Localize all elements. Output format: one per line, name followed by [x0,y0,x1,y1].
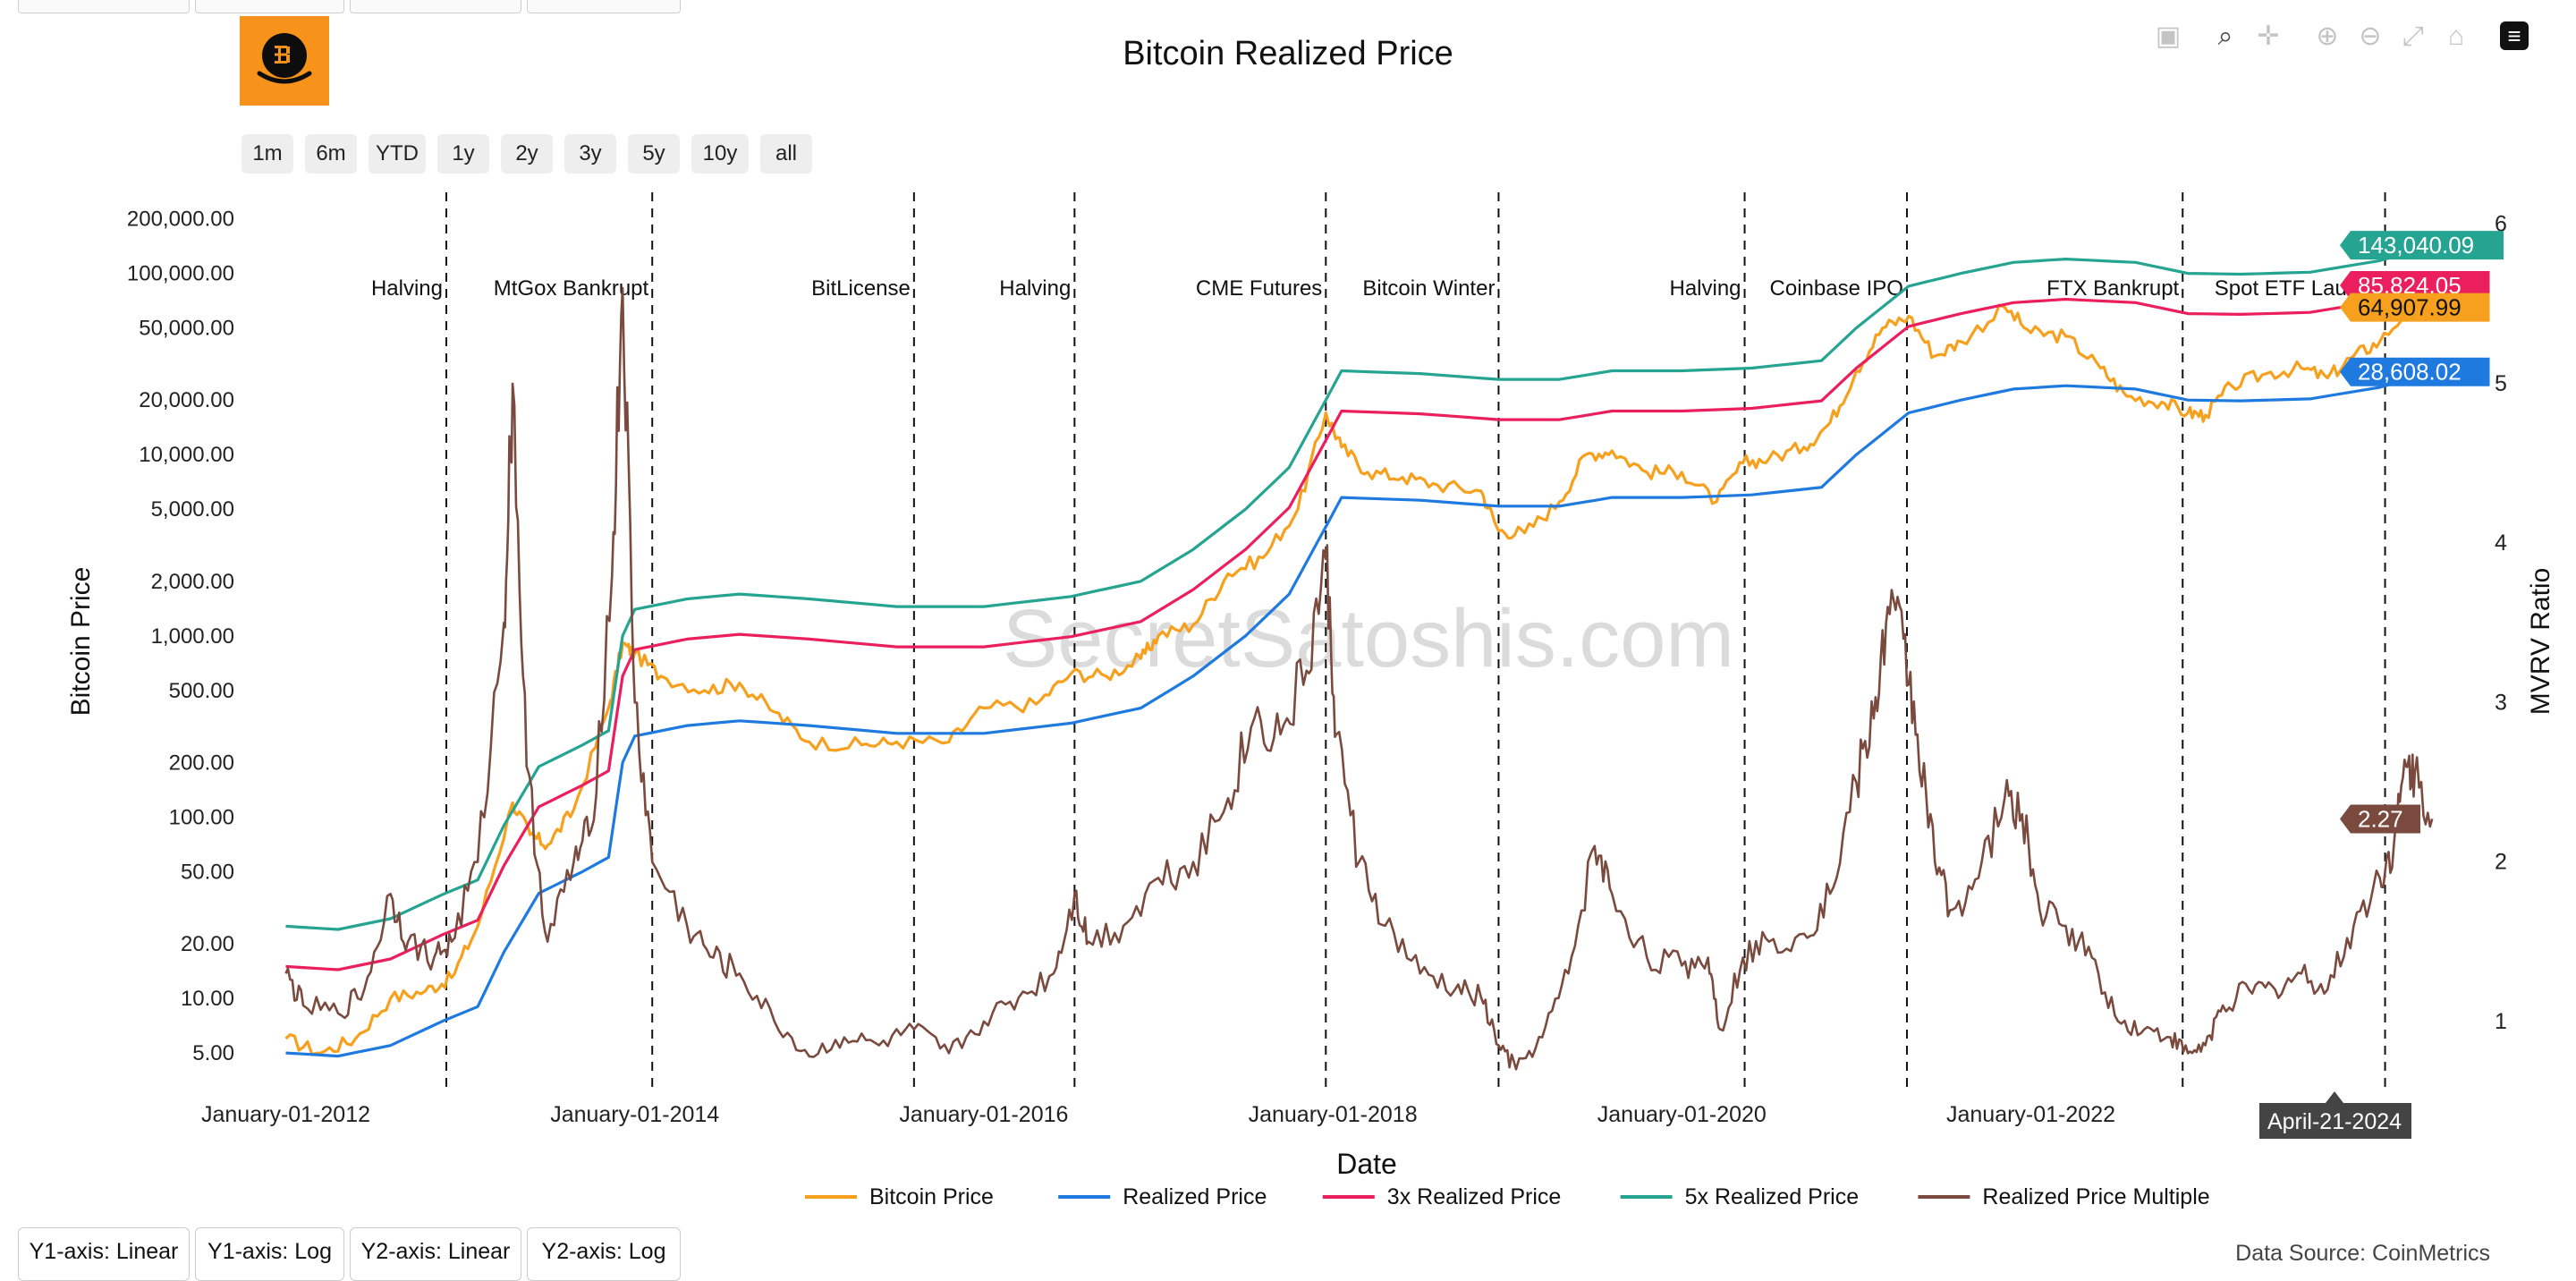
last-value-label: 28,608.02 [2358,359,2462,386]
range-button-2y[interactable]: 2y [501,134,553,174]
x-tick-label: January-01-2012 [201,1102,370,1127]
hover-date-badge [2259,1103,2411,1139]
zoom-in-icon[interactable]: ⊕ [2316,21,2339,51]
hover-pointer [2326,1091,2343,1103]
last-value-badge [2340,231,2504,260]
last-value-badge [2340,293,2490,322]
event-label: Halving [1669,276,1741,301]
legend-item-label: Realized Price Multiple [1982,1184,2209,1209]
y-tick-label: 20,000.00 [139,388,234,412]
y-tick-label: 500.00 [169,679,234,703]
y2-tick-label: 4 [2495,530,2507,556]
3x-realized-price-line[interactable] [285,284,2433,971]
y-axis-label: Bitcoin Price [66,567,96,717]
x-tick-label: January-01-2014 [550,1102,719,1127]
watermark: SecretSatoshis.com [1003,593,1734,684]
y2-tick-label: 6 [2495,212,2507,237]
chart-title: Bitcoin Realized Price [1123,35,1453,72]
realized-price-multiple-line[interactable] [284,286,2434,1071]
y-tick-label: 200,000.00 [127,208,234,232]
legend-item-label: Realized Price [1123,1184,1267,1209]
range-button-6m[interactable]: 6m [305,134,357,174]
zoom-icon[interactable]: ⌕ [2217,21,2233,51]
y-tick-label: 1,000.00 [151,624,234,649]
autoscale-icon[interactable]: ⤢ [2402,21,2424,51]
axis-scale-button[interactable]: Y2-axis: Log [527,1227,681,1281]
legend-item-label: 5x Realized Price [1685,1184,1860,1209]
x-tick-label: January-01-2018 [1249,1102,1418,1127]
range-button-all[interactable]: all [760,134,812,174]
y-tick-label: 5,000.00 [151,497,234,522]
last-value-label: 143,040.09 [2358,232,2474,259]
y-tick-label: 100.00 [169,805,234,829]
top-tab[interactable] [527,0,681,13]
event-label: Bitcoin Winter [1362,276,1495,301]
y2-tick-label: 1 [2495,1009,2507,1034]
y2-axis-label: MVRV Ratio [2526,568,2555,716]
event-label: BitLicense [811,276,911,301]
last-value-badge [2340,357,2490,386]
last-value-badge [2340,271,2490,301]
top-tab[interactable] [18,0,190,13]
reset-axes-icon[interactable]: ⌂ [2447,21,2465,51]
range-button-1y[interactable]: 1y [437,134,489,174]
axis-scale-button[interactable]: Y2-axis: Linear [350,1227,521,1281]
event-label: Halving [999,276,1071,301]
y-tick-label: 20.00 [181,932,234,956]
event-label: CME Futures [1196,276,1322,301]
y-tick-label: 200.00 [169,751,234,775]
y-tick-label: 50.00 [181,860,234,884]
pan-icon[interactable]: ✛ [2257,21,2280,51]
legend-item-label: Bitcoin Price [869,1184,994,1209]
range-button-3y[interactable]: 3y [564,134,616,174]
x-tick-label: January-01-2016 [899,1102,1068,1127]
hover-date-label: April-21-2024 [2267,1109,2402,1134]
y2-tick-label: 3 [2495,690,2507,715]
axis-scale-button[interactable]: Y1-axis: Linear [18,1227,190,1281]
event-label: Coinbase IPO [1770,276,1903,301]
y-tick-label: 10.00 [181,987,234,1011]
legend-item-label: 3x Realized Price [1387,1184,1562,1209]
zoom-out-icon[interactable]: ⊖ [2359,21,2382,51]
5x-realized-price-line[interactable] [285,243,2433,931]
axis-scale-button[interactable]: Y1-axis: Log [195,1227,344,1281]
y-tick-label: 100,000.00 [127,262,234,286]
range-button-1m[interactable]: 1m [242,134,293,174]
range-button-5y[interactable]: 5y [628,134,680,174]
event-label: FTX Bankrupt [2046,276,2179,301]
plotly-logo-icon[interactable]: ≡ [2500,21,2529,50]
range-button-ytd[interactable]: YTD [369,134,426,174]
top-tab[interactable] [350,0,521,13]
y-tick-label: 10,000.00 [139,443,234,467]
x-tick-label: January-01-2022 [1946,1102,2115,1127]
data-source: Data Source: CoinMetrics [2235,1241,2490,1266]
y-tick-label: 50,000.00 [139,317,234,341]
x-axis-label: Date [1336,1148,1397,1180]
camera-icon[interactable]: ▣ [2155,21,2182,51]
last-value-label: 2.27 [2358,805,2403,832]
last-value-badge [2340,804,2420,834]
top-tab[interactable] [195,0,344,13]
y-tick-label: 2,000.00 [151,570,234,594]
y2-tick-label: 5 [2495,371,2507,396]
y-tick-label: 5.00 [192,1041,234,1065]
event-label: Halving [371,276,443,301]
x-tick-label: January-01-2020 [1597,1102,1767,1127]
bitcoin-logo-icon [240,16,329,106]
realized-price-line[interactable] [285,370,2433,1058]
last-value-label: 64,907.99 [2358,294,2462,321]
y2-tick-label: 2 [2495,850,2507,875]
event-label: MtGox Bankrupt [494,276,649,301]
range-button-10y[interactable]: 10y [691,134,749,174]
